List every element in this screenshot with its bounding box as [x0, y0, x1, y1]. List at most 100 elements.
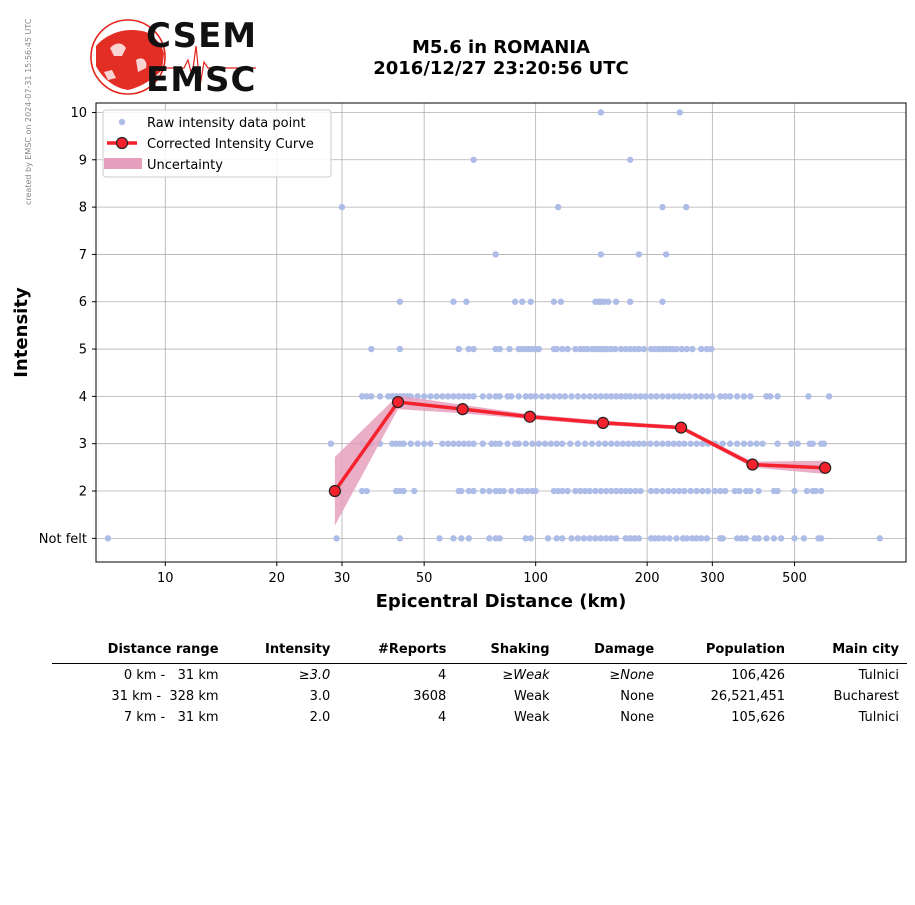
raw-data-point — [327, 440, 335, 447]
curve-point — [456, 403, 469, 416]
raw-data-point — [450, 393, 457, 400]
raw-data-point — [637, 487, 644, 495]
cell-range: 7 km - 31 km — [123, 710, 219, 725]
raw-data-point — [559, 440, 566, 447]
legend-box — [102, 109, 332, 178]
y-tick-label: 3 — [79, 437, 87, 452]
raw-data-point — [698, 393, 705, 400]
raw-data-point — [580, 393, 588, 400]
raw-data-point — [420, 393, 428, 400]
header-distance-range: Distance range — [52, 640, 227, 664]
raw-data-point — [763, 535, 770, 542]
raw-data-point — [407, 440, 414, 447]
raw-data-point — [711, 487, 719, 495]
table-header-row: Distance range Intensity #Reports Shakin… — [52, 640, 907, 664]
raw-data-point — [794, 440, 801, 447]
raw-data-point — [532, 487, 539, 495]
raw-data-point — [580, 535, 588, 542]
raw-data-point — [470, 487, 477, 495]
raw-data-point — [642, 393, 649, 400]
cell-population: 105,626 — [731, 710, 786, 725]
raw-data-point — [788, 440, 795, 447]
raw-data-point — [559, 535, 566, 542]
raw-data-point — [544, 393, 552, 400]
title-line-1: M5.6 in ROMANIA — [411, 37, 590, 58]
cell-damage: None — [620, 710, 655, 725]
raw-data-point — [655, 535, 662, 542]
raw-data-point — [678, 345, 685, 353]
raw-data-point — [567, 440, 574, 447]
raw-data-point — [647, 487, 655, 495]
plot-frame — [95, 102, 907, 563]
raw-data-point — [673, 535, 680, 542]
curve-point — [391, 395, 405, 409]
raw-data-point — [809, 440, 816, 447]
raw-data-point — [515, 440, 522, 447]
raw-data-point — [572, 487, 579, 495]
raw-data-point — [726, 440, 734, 447]
cell-reports: 4 — [438, 668, 447, 683]
raw-data-point — [396, 298, 404, 305]
raw-data-point — [608, 487, 615, 495]
cell-damage: None — [620, 689, 655, 704]
raw-data-point — [608, 393, 615, 400]
raw-data-point — [612, 487, 620, 495]
raw-data-point — [665, 440, 672, 447]
header-population: Population — [662, 640, 794, 664]
x-tick-label: 10 — [157, 571, 174, 586]
curve-point — [523, 410, 537, 423]
raw-data-point — [722, 393, 729, 400]
raw-data-point — [363, 487, 370, 495]
raw-data-point — [463, 298, 470, 305]
legend-raw-label: Raw intensity data point — [147, 116, 306, 131]
raw-data-point — [519, 298, 526, 305]
raw-data-point — [612, 345, 619, 353]
raw-data-point — [363, 393, 370, 400]
raw-data-point — [630, 440, 637, 447]
globe-logo-icon — [90, 19, 256, 95]
curve-point — [674, 421, 688, 434]
raw-data-point — [581, 487, 589, 495]
raw-data-point — [683, 203, 690, 211]
raw-data-point — [800, 535, 808, 542]
raw-data-point — [532, 393, 539, 400]
cell-population: 26,521,451 — [710, 689, 786, 704]
raw-data-point — [486, 487, 493, 495]
raw-data-point — [597, 393, 605, 400]
raw-data-point — [597, 109, 605, 116]
raw-data-point — [774, 440, 781, 447]
curve-point — [819, 461, 832, 474]
raw-data-point — [653, 440, 660, 447]
raw-data-point — [617, 393, 625, 400]
raw-data-point — [659, 203, 666, 211]
raw-data-point — [613, 440, 621, 447]
raw-data-point — [433, 393, 440, 400]
raw-data-point — [626, 156, 634, 163]
x-tick-label: 30 — [334, 571, 351, 586]
cell-range: 0 km - 31 km — [123, 668, 219, 683]
raw-data-point — [699, 487, 706, 495]
raw-data-point — [747, 487, 754, 495]
raw-data-point — [553, 345, 560, 353]
raw-data-point — [740, 393, 748, 400]
cell-intensity: 3.0 — [309, 689, 331, 704]
raw-data-point — [726, 393, 734, 400]
raw-data-point — [527, 298, 534, 305]
raw-data-point — [673, 345, 680, 353]
header-shaking: Shaking — [454, 640, 558, 664]
raw-data-point — [508, 487, 515, 495]
raw-data-point — [820, 440, 828, 447]
raw-data-point — [647, 393, 655, 400]
raw-data-point — [450, 440, 457, 447]
raw-data-point — [597, 487, 605, 495]
raw-data-point — [812, 487, 819, 495]
raw-data-point — [825, 393, 833, 400]
raw-data-point — [439, 393, 446, 400]
raw-data-point — [506, 345, 513, 353]
raw-data-point — [547, 440, 555, 447]
raw-data-point — [564, 487, 571, 495]
raw-data-point — [568, 393, 575, 400]
raw-data-point — [496, 393, 503, 400]
raw-data-point — [675, 393, 683, 400]
y-tick-label: 7 — [79, 248, 87, 263]
